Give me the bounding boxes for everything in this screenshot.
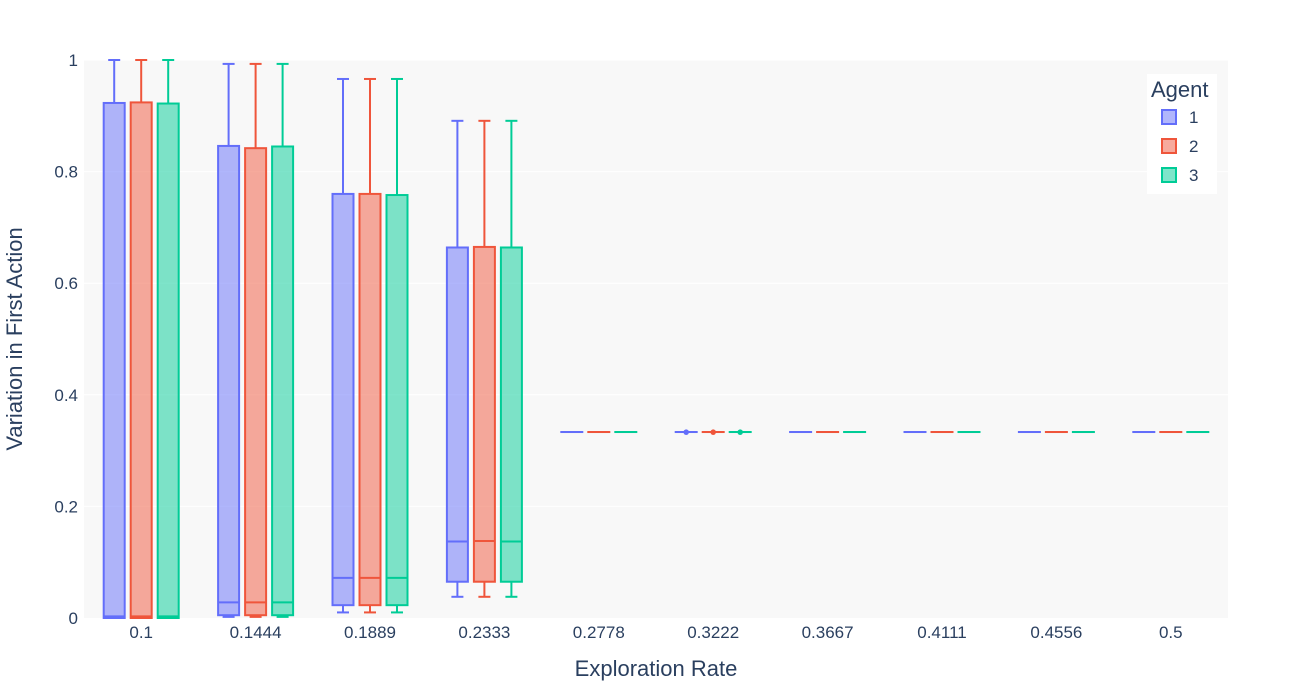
box-3-2[interactable] bbox=[385, 77, 409, 614]
series-agent-1[interactable] bbox=[102, 59, 1156, 619]
box-body[interactable] bbox=[129, 101, 153, 619]
outlier-point[interactable] bbox=[683, 429, 689, 435]
y-tick-label: 0.6 bbox=[54, 274, 78, 293]
box-body[interactable] bbox=[156, 102, 180, 620]
box-3-5[interactable] bbox=[728, 429, 752, 435]
y-tick-label: 0 bbox=[69, 609, 78, 628]
outlier-point[interactable] bbox=[737, 429, 743, 435]
x-tick-label: 0.1889 bbox=[344, 623, 396, 642]
box-1-2[interactable] bbox=[331, 77, 355, 614]
box-3-1[interactable] bbox=[271, 62, 295, 618]
series-agent-3[interactable] bbox=[156, 59, 1210, 620]
outlier-point[interactable] bbox=[710, 429, 716, 435]
x-axis-ticks: 0.1 0.1444 0.1889 0.2333 0.2778 0.3222 0.3667 0… bbox=[129, 623, 1182, 642]
x-tick-label: 0.4111 bbox=[917, 623, 966, 642]
box-2-5[interactable] bbox=[701, 429, 725, 435]
x-tick-label: 0.4556 bbox=[1030, 623, 1082, 642]
legend-label: 1 bbox=[1189, 108, 1198, 127]
x-tick-label: 0.3222 bbox=[687, 623, 739, 642]
box-2-2[interactable] bbox=[358, 77, 382, 614]
x-tick-label: 0.3667 bbox=[802, 623, 854, 642]
legend-swatch bbox=[1161, 167, 1177, 183]
box-body[interactable] bbox=[445, 246, 469, 583]
box-1-3[interactable] bbox=[445, 119, 469, 598]
box-body[interactable] bbox=[102, 101, 126, 619]
legend-items[interactable]: 1 2 3 bbox=[1161, 108, 1198, 185]
box-2-0[interactable] bbox=[129, 59, 153, 619]
y-axis-title: Variation in First Action bbox=[2, 227, 27, 450]
legend-label: 3 bbox=[1189, 166, 1198, 185]
x-tick-label: 0.2778 bbox=[573, 623, 625, 642]
legend-title: Agent bbox=[1151, 77, 1209, 102]
legend-background bbox=[1147, 74, 1217, 194]
series-agent-2[interactable] bbox=[129, 59, 1183, 619]
x-tick-label: 0.1444 bbox=[230, 623, 282, 642]
legend[interactable]: Agent 1 2 3 bbox=[1147, 74, 1217, 194]
box-3-0[interactable] bbox=[156, 59, 180, 620]
x-tick-label: 0.2333 bbox=[458, 623, 510, 642]
box-body[interactable] bbox=[499, 246, 523, 583]
legend-label: 2 bbox=[1189, 137, 1198, 156]
box-body[interactable] bbox=[385, 194, 409, 607]
box-2-3[interactable] bbox=[472, 119, 496, 598]
box-body[interactable] bbox=[472, 245, 496, 583]
legend-item-agent-3[interactable]: 3 bbox=[1161, 166, 1198, 185]
y-tick-label: 0.4 bbox=[54, 386, 78, 405]
box-body[interactable] bbox=[271, 145, 295, 617]
legend-swatch bbox=[1161, 138, 1177, 154]
box-3-3[interactable] bbox=[499, 119, 523, 598]
box-2-1[interactable] bbox=[244, 62, 268, 618]
x-tick-label: 0.5 bbox=[1159, 623, 1183, 642]
y-tick-label: 1 bbox=[69, 51, 78, 70]
box-1-5[interactable] bbox=[674, 429, 698, 435]
x-axis-title: Exploration Rate bbox=[575, 656, 738, 681]
box-body[interactable] bbox=[244, 147, 268, 617]
legend-item-agent-1[interactable]: 1 bbox=[1161, 108, 1198, 127]
y-tick-label: 0.2 bbox=[54, 497, 78, 516]
box-1-0[interactable] bbox=[102, 59, 126, 619]
box-body[interactable] bbox=[358, 192, 382, 607]
y-tick-label: 0.8 bbox=[54, 163, 78, 182]
box-1-1[interactable] bbox=[217, 62, 241, 618]
legend-swatch bbox=[1161, 109, 1177, 125]
x-tick-label: 0.1 bbox=[129, 623, 153, 642]
legend-item-agent-2[interactable]: 2 bbox=[1161, 137, 1198, 156]
box-body[interactable] bbox=[217, 144, 241, 617]
y-axis-ticks: 0 0.2 0.4 0.6 0.8 1 bbox=[54, 51, 78, 628]
box-body[interactable] bbox=[331, 192, 355, 607]
box-groups[interactable] bbox=[102, 59, 1210, 620]
